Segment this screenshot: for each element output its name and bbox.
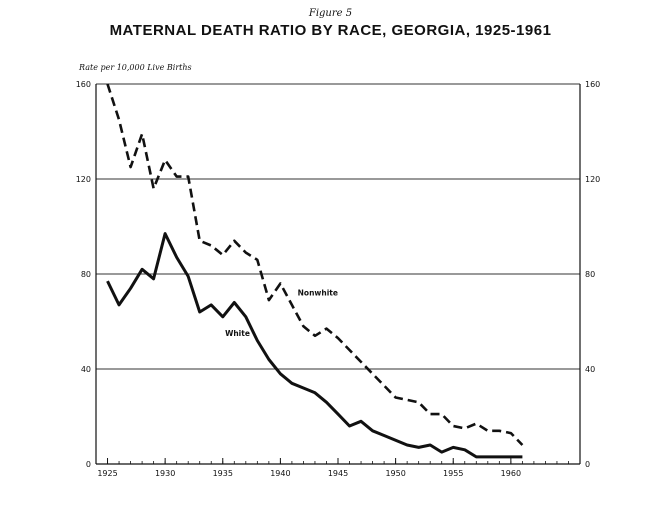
y-axis-left-ticks: 0 40 80 120 160: [76, 80, 91, 469]
series-labels: Nonwhite White: [225, 288, 338, 337]
y-tick-label-left: 160: [76, 80, 91, 89]
series-line-white: [106, 232, 523, 459]
y-tick-label-right: 0: [585, 460, 590, 469]
x-tick-label: 1935: [213, 469, 233, 478]
y-axis-label: Rate per 10,000 Live Births: [79, 63, 192, 72]
chart-title: MATERNAL DEATH RATIO BY RACE, GEORGIA, 1…: [109, 22, 552, 39]
y-tick-label-left: 0: [86, 460, 91, 469]
y-tick-label-right: 40: [585, 365, 595, 374]
x-tick-label: 1960: [501, 469, 521, 478]
x-tick-label: 1930: [155, 469, 175, 478]
y-tick-label-left: 120: [76, 175, 91, 184]
series-label-white: White: [225, 329, 250, 338]
y-tick-label-right: 120: [585, 175, 600, 184]
x-tick-label: 1940: [270, 469, 290, 478]
y-tick-label-left: 80: [81, 270, 91, 279]
series-label-nonwhite: Nonwhite: [298, 288, 338, 297]
y-tick-label-left: 40: [81, 365, 91, 374]
x-tick-label: 1925: [97, 469, 117, 478]
y-tick-label-right: 80: [585, 270, 595, 279]
y-axis-right-ticks: 0 40 80 120 160: [585, 80, 600, 469]
series-lines: [106, 83, 524, 459]
y-tick-label-right: 160: [585, 80, 600, 89]
x-tick-label: 1950: [385, 469, 405, 478]
gridlines: [96, 83, 580, 370]
figure-label: Figure 5: [308, 8, 353, 19]
x-axis-ticks: 1925 1930 1935 1940 1945 1950 1955 1960: [95, 458, 581, 478]
x-tick-label: 1955: [443, 469, 463, 478]
series-line-nonwhite: [106, 83, 524, 446]
x-tick-label: 1945: [328, 469, 348, 478]
